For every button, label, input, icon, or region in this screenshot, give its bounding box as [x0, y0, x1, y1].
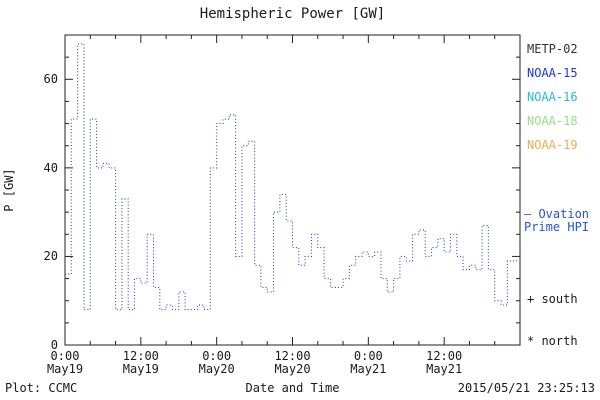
x-tick-time: 12:00	[122, 349, 159, 363]
x-tick-time: 0:00	[50, 349, 80, 363]
legend-item-noaa-16: NOAA-16	[527, 90, 578, 104]
x-tick-date: May21	[350, 362, 387, 376]
plot-timestamp: 2015/05/21 23:25:13	[457, 381, 595, 395]
legend-item-metp-02: METP-02	[527, 42, 578, 56]
x-tick-time: 12:00	[426, 349, 463, 363]
x-tick-date: May21	[426, 362, 463, 376]
legend-north-marker: * north	[527, 334, 578, 348]
hpi-step-line	[65, 43, 520, 311]
x-tick-time: 12:00	[274, 349, 311, 363]
x-tick-date: May20	[274, 362, 311, 376]
x-tick-date: May20	[198, 362, 235, 376]
legend-item-noaa-19: NOAA-19	[527, 138, 578, 152]
x-axis-label: Date and Time	[245, 381, 340, 395]
y-tick-label: 40	[43, 160, 58, 175]
y-tick-label: 60	[43, 72, 58, 87]
legend-ovation-prime-hpi: – Ovation Prime HPI	[524, 208, 600, 234]
legend-ovation-line1: – Ovation	[524, 207, 590, 221]
axes-box	[64, 34, 521, 346]
x-tick-time: 0:00	[202, 349, 232, 363]
x-tick-label: 0:00 May20	[185, 350, 249, 376]
legend-item-noaa-18: NOAA-18	[527, 114, 578, 128]
x-tick-label: 12:00 May19	[109, 350, 173, 376]
x-tick-label: 12:00 May21	[412, 350, 476, 376]
legend-ovation-line2: Prime HPI	[524, 220, 590, 234]
x-tick-label: 12:00 May20	[261, 350, 325, 376]
y-tick-label: 0	[50, 338, 58, 352]
x-tick-date: May19	[122, 362, 159, 376]
x-tick-time: 0:00	[353, 349, 383, 363]
legend-item-noaa-15: NOAA-15	[527, 66, 578, 80]
x-tick-label: 0:00 May21	[336, 350, 400, 376]
x-tick-date: May19	[46, 362, 84, 376]
legend-south-marker: + south	[527, 292, 578, 306]
y-tick-label: 20	[43, 249, 58, 264]
plot-credit: Plot: CCMC	[5, 381, 78, 395]
x-tick-label: 0:00 May19	[33, 350, 97, 376]
chart-title: Hemispheric Power [GW]	[199, 6, 386, 22]
